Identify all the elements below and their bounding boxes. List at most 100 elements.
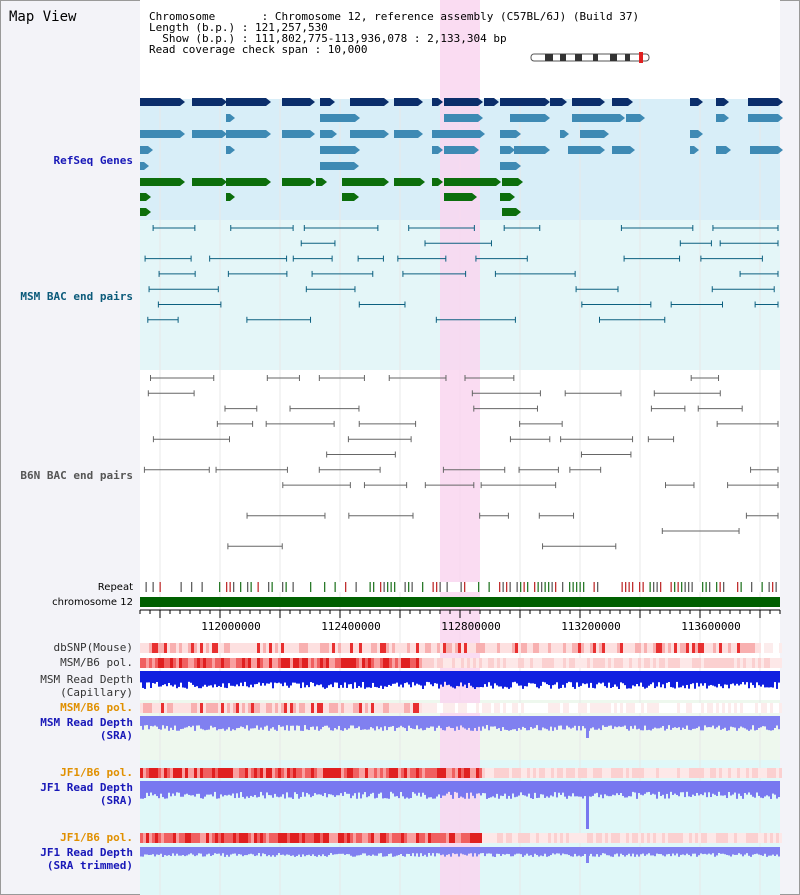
jf1-trim-depth — [722, 847, 724, 854]
jf1-sra-depth — [274, 781, 276, 794]
msm-sra-depth — [154, 716, 156, 726]
msm-sra-depth — [508, 716, 510, 731]
jf1-trim-depth — [580, 847, 582, 857]
msm-pol-band-1 — [566, 658, 569, 668]
ideogram-band — [610, 54, 617, 61]
track-label-msm-bac[interactable]: MSM BAC end pairs — [20, 290, 133, 303]
msm-sra-depth — [700, 716, 702, 731]
repeat-mark — [751, 582, 753, 592]
repeat-mark — [625, 582, 627, 592]
jf1-trim-depth — [148, 847, 150, 856]
dbsnp-band — [359, 643, 362, 653]
msm-pol-band-2 — [224, 703, 227, 713]
jf1-sra-depth — [438, 781, 440, 795]
jf1-trim-depth — [276, 847, 278, 856]
jf1-pol-band-2 — [527, 833, 530, 843]
msm-pol-band-1 — [638, 658, 641, 668]
msm-sra-depth — [712, 716, 714, 726]
refseq-gene — [444, 146, 474, 154]
msm-sra-depth — [314, 716, 316, 730]
track-label-jf1-read-sra-2: (SRA) — [99, 794, 133, 807]
msm-pol-band-2 — [425, 703, 428, 713]
jf1-trim-depth — [380, 847, 382, 854]
msm-capillary-depth — [262, 671, 264, 684]
msm-sra-depth — [152, 716, 154, 727]
jf1-sra-depth — [668, 781, 670, 799]
jf1-pol-band-1 — [422, 768, 425, 778]
jf1-sra-depth — [408, 781, 410, 799]
jf1-pol-band-2 — [149, 833, 152, 843]
msm-pol-band-2 — [179, 703, 182, 713]
jf1-sra-depth — [454, 781, 456, 792]
refseq-gene — [502, 208, 516, 216]
jf1-sra-depth — [276, 781, 278, 797]
jf1-pol-band-2 — [761, 833, 764, 843]
jf1-sra-depth — [462, 781, 464, 798]
dbsnp-band — [689, 643, 692, 653]
msm-capillary-depth — [724, 671, 726, 685]
jf1-sra-depth — [448, 781, 450, 792]
jf1-sra-depth — [166, 781, 168, 799]
jf1-pol-band-2 — [734, 833, 737, 843]
msm-capillary-depth — [556, 671, 558, 683]
msm-sra-depth — [282, 716, 284, 727]
repeat-mark — [233, 582, 235, 592]
jf1-sra-depth — [330, 781, 332, 795]
dbsnp-band — [668, 643, 671, 653]
jf1-sra-depth — [766, 781, 768, 796]
msm-sra-depth — [668, 716, 670, 726]
dbsnp-band — [536, 643, 539, 653]
jf1-trim-depth — [656, 847, 658, 854]
jf1-trim-depth — [424, 847, 426, 855]
msm-sra-depth — [256, 716, 258, 726]
jf1-trim-depth — [692, 847, 694, 854]
track-label-refseq[interactable]: RefSeq Genes — [53, 154, 133, 167]
jf1-pol-band-1 — [416, 768, 419, 778]
jf1-sra-depth — [300, 781, 302, 797]
jf1-pol-band-1 — [365, 768, 368, 778]
jf1-pol-band-2 — [188, 833, 191, 843]
msm-capillary-depth — [386, 671, 388, 687]
jf1-trim-depth — [672, 847, 674, 854]
jf1-sra-depth — [374, 781, 376, 799]
jf1-trim-depth — [750, 847, 752, 857]
msm-capillary-depth — [410, 671, 412, 688]
jf1-sra-depth — [406, 781, 408, 798]
jf1-pol-band-2 — [434, 833, 437, 843]
jf1-pol-band-2 — [329, 833, 332, 843]
repeat-mark — [383, 582, 385, 592]
msm-pol-band-1 — [488, 658, 491, 668]
dbsnp-band — [458, 643, 461, 653]
jf1-pol-band-2 — [212, 833, 215, 843]
msm-capillary-depth — [236, 671, 238, 685]
repeat-mark — [509, 582, 511, 592]
jf1-sra-depth — [570, 781, 572, 797]
msm-capillary-depth — [440, 671, 442, 685]
msm-sra-depth — [536, 716, 538, 726]
jf1-pol-band-2 — [545, 833, 548, 843]
msm-sra-depth — [646, 716, 648, 731]
jf1-pol-band-1 — [269, 768, 272, 778]
repeat-mark — [674, 582, 676, 592]
jf1-pol-band-1 — [623, 768, 626, 778]
repeat-mark — [705, 582, 707, 592]
jf1-pol-band-2 — [653, 833, 656, 843]
msm-pol-band-1 — [179, 658, 182, 668]
msm-sra-depth — [620, 716, 622, 727]
dbsnp-band — [428, 643, 431, 653]
jf1-pol-band-1 — [482, 768, 485, 778]
msm-pol-band-1 — [341, 658, 344, 668]
jf1-pol-band-1 — [506, 768, 509, 778]
jf1-pol-band-1 — [491, 768, 494, 778]
jf1-pol-band-1 — [305, 768, 308, 778]
repeat-mark — [387, 582, 389, 592]
msm-sra-depth — [642, 716, 644, 731]
gene-strand-arrow — [474, 146, 479, 154]
jf1-pol-band-1 — [578, 768, 581, 778]
jf1-trim-depth — [540, 847, 542, 856]
gene-strand-arrow — [330, 98, 335, 106]
msm-pol-band-1 — [332, 658, 335, 668]
track-label-b6n-bac[interactable]: B6N BAC end pairs — [20, 469, 133, 482]
gene-strand-arrow — [355, 146, 360, 154]
